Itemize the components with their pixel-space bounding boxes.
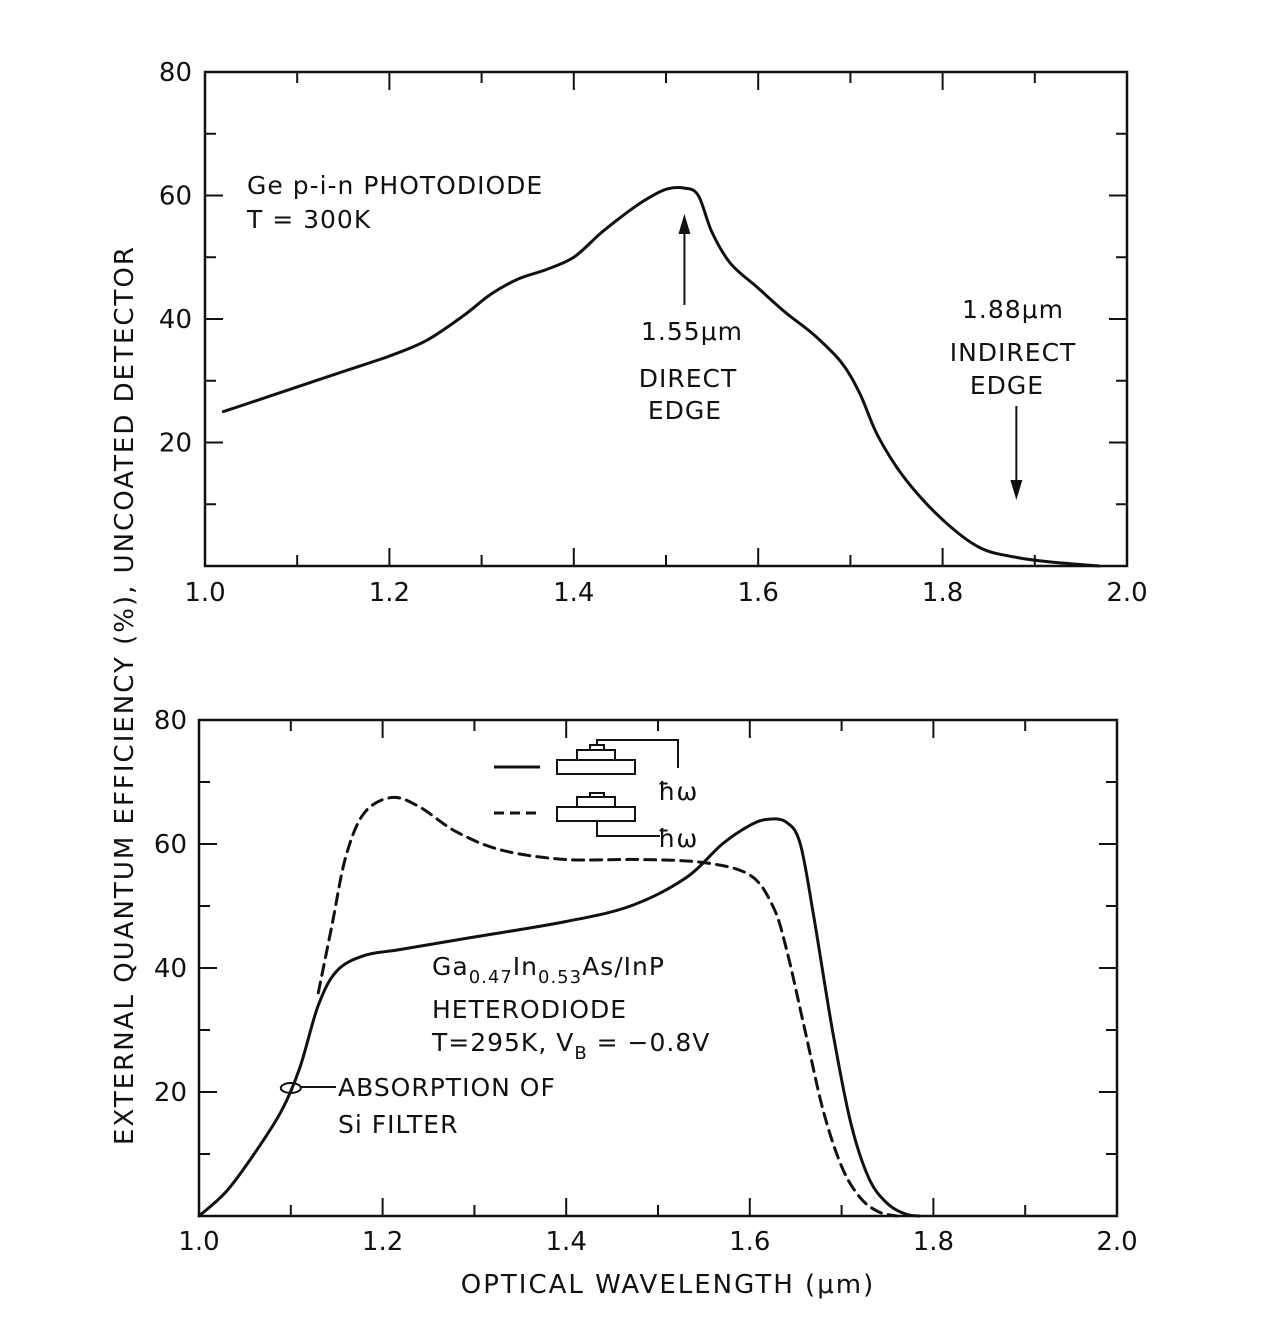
- top-title-line-1: Ge p-i-n PHOTODIODE: [247, 171, 543, 200]
- direct-edge-label-2: EDGE: [648, 396, 722, 425]
- direct-edge-wavelength: 1.55μm: [641, 317, 743, 346]
- x-tick-label: 1.2: [369, 578, 410, 608]
- legend-dashed: ħω: [494, 792, 698, 853]
- x-tick-label: 1.2: [362, 1227, 403, 1257]
- legend-solid-hbar-omega: ħω: [658, 777, 698, 806]
- y-tick-label: 60: [159, 182, 192, 212]
- device-diagram-top-illuminated: [556, 739, 679, 775]
- top-panel: 1.0 1.2 1.4 1.6 1.8 2.0 20 40 60 80 Ge p-i-n PHO…: [159, 58, 1148, 608]
- device-type-label: HETERODIODE: [432, 995, 627, 1024]
- top-title-line-2: T = 300K: [246, 205, 371, 234]
- x-tick-label: 2.0: [1096, 1227, 1137, 1257]
- x-axis-label: OPTICAL WAVELENGTH (μm): [461, 1270, 875, 1300]
- dashed-heterodiode-curve: [316, 795, 899, 1218]
- y-tick-label: 80: [159, 58, 192, 88]
- x-tick-label: 1.0: [178, 1227, 219, 1257]
- y-tick-label: 60: [154, 830, 187, 860]
- x-tick-label: 1.8: [913, 1227, 954, 1257]
- x-tick-label: 1.4: [553, 578, 594, 608]
- legend-dashed-hbar-omega: ħω: [658, 824, 698, 853]
- indirect-edge-label-2: EDGE: [970, 371, 1044, 400]
- direct-edge-label-1: DIRECT: [639, 364, 738, 393]
- y-tick-label: 20: [159, 429, 192, 459]
- y-tick-label: 20: [154, 1078, 187, 1108]
- si-filter-label-1: ABSORPTION OF: [338, 1073, 556, 1102]
- indirect-edge-arrowhead: [1010, 480, 1023, 500]
- device-material-label: Ga0.47In0.53As/InP: [432, 952, 665, 988]
- x-tick-label: 1.0: [184, 578, 225, 608]
- x-tick-label: 2.0: [1106, 578, 1147, 608]
- bottom-panel: 1.0 1.2 1.4 1.6 1.8 2.0 20 40 60 80 ħω: [154, 706, 1138, 1300]
- x-tick-label: 1.4: [546, 1227, 587, 1257]
- device-conditions-label: T=295K, VB = −0.8V: [431, 1028, 710, 1064]
- y-tick-label: 40: [154, 954, 187, 984]
- y-tick-label: 40: [159, 305, 192, 335]
- x-tick-label: 1.6: [738, 578, 779, 608]
- x-tick-label: 1.8: [922, 578, 963, 608]
- indirect-edge-wavelength: 1.88μm: [962, 295, 1064, 324]
- legend-solid: ħω: [494, 739, 698, 806]
- y-tick-label: 80: [154, 706, 187, 736]
- indirect-edge-label-1: INDIRECT: [950, 338, 1077, 367]
- ge-photodiode-curve: [221, 186, 1101, 568]
- x-tick-label: 1.6: [729, 1227, 770, 1257]
- solid-heterodiode-curve: [197, 817, 922, 1218]
- direct-edge-arrowhead: [678, 214, 691, 234]
- device-diagram-bottom-illuminated: [556, 792, 660, 837]
- si-filter-label-2: Si FILTER: [338, 1110, 458, 1139]
- y-axis-label: EXTERNAL QUANTUM EFFICIENCY (%), UNCOATE…: [110, 245, 140, 1145]
